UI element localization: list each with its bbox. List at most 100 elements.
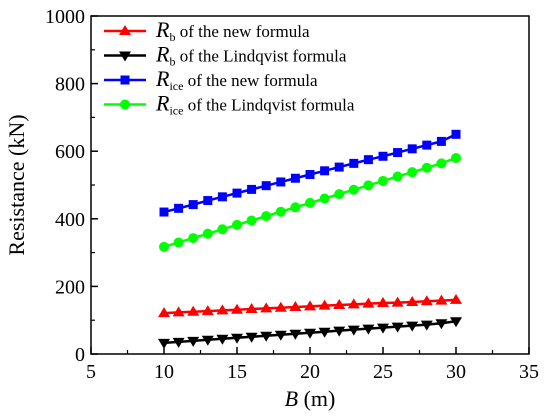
legend-subscript: ice xyxy=(169,79,183,93)
legend-subscript: b xyxy=(169,30,175,44)
data-point xyxy=(450,317,462,328)
data-point xyxy=(420,320,433,331)
data-point xyxy=(232,219,242,230)
data-point xyxy=(420,295,433,306)
data-point xyxy=(158,338,170,349)
series-2 xyxy=(159,129,461,217)
x-tick-label: 20 xyxy=(300,361,320,383)
data-point xyxy=(319,193,330,204)
data-point xyxy=(407,144,417,154)
y-tick-label: 800 xyxy=(55,74,85,96)
data-point xyxy=(261,211,272,222)
data-point xyxy=(203,196,213,206)
data-point xyxy=(275,206,286,217)
data-point xyxy=(261,181,271,191)
data-point xyxy=(216,334,229,345)
data-point xyxy=(290,202,301,213)
data-point xyxy=(391,296,404,307)
data-point xyxy=(407,167,418,178)
y-axis-label: Resistance (kN) xyxy=(4,114,29,255)
legend-description: of the Lindqvist formula xyxy=(183,96,354,115)
y-tick-label: 0 xyxy=(75,344,85,366)
x-tick-label: 15 xyxy=(227,361,247,383)
data-point xyxy=(158,307,170,318)
legend-item: Rice of the Lindqvist formula xyxy=(104,91,355,118)
data-point xyxy=(188,233,199,244)
legend-symbol: R xyxy=(155,17,170,42)
data-point xyxy=(435,319,448,330)
data-point xyxy=(174,203,184,213)
data-point xyxy=(450,293,462,304)
series-1 xyxy=(158,317,462,349)
data-point xyxy=(290,173,300,183)
data-point xyxy=(451,152,461,163)
data-point xyxy=(349,158,359,168)
data-point xyxy=(393,148,403,158)
data-point xyxy=(216,304,229,315)
x-tick-label: 10 xyxy=(154,361,174,383)
data-point xyxy=(247,184,257,194)
data-point xyxy=(378,175,388,186)
data-point xyxy=(333,298,346,309)
legend-symbol: R xyxy=(155,91,170,116)
data-point xyxy=(377,296,389,307)
data-point xyxy=(436,136,446,146)
data-point xyxy=(348,184,359,195)
data-point xyxy=(435,294,448,305)
legend-item: Rice of the new formula xyxy=(104,66,318,93)
data-point xyxy=(246,215,257,226)
data-point xyxy=(318,299,331,310)
legend-marker xyxy=(120,99,130,110)
y-tick-label: 200 xyxy=(55,276,85,298)
axis-ticks xyxy=(90,15,530,355)
data-point xyxy=(274,301,287,312)
data-point xyxy=(304,300,316,311)
data-point xyxy=(305,170,315,180)
data-point xyxy=(318,327,331,338)
x-axis-variable: B xyxy=(285,386,298,411)
legend-description: of the new formula xyxy=(175,22,310,41)
data-point xyxy=(202,228,213,239)
legend-symbol: R xyxy=(155,42,170,67)
legend-description: of the Lindqvist formula xyxy=(175,47,346,66)
data-point xyxy=(320,166,330,176)
x-tick-label: 5 xyxy=(86,361,96,383)
data-point xyxy=(363,155,373,165)
data-point xyxy=(362,324,375,335)
data-point xyxy=(422,140,432,150)
series-layer xyxy=(158,129,462,349)
x-tick-label: 25 xyxy=(373,361,393,383)
data-point xyxy=(289,301,302,312)
legend-subscript: ice xyxy=(169,104,183,118)
data-point xyxy=(333,326,346,337)
legend-marker xyxy=(119,25,131,35)
data-point xyxy=(421,162,432,173)
data-point xyxy=(231,303,243,314)
data-point xyxy=(377,323,389,334)
data-point xyxy=(363,180,374,191)
data-point xyxy=(334,162,344,172)
axis-tick-labels: 0 200 400 600 800 1000 5 10 15 20 25 30 35 xyxy=(45,6,539,383)
data-point xyxy=(347,325,360,336)
x-tick-label: 30 xyxy=(446,361,466,383)
data-point xyxy=(334,189,345,200)
data-point xyxy=(188,200,198,210)
x-tick-label: 35 xyxy=(519,361,539,383)
data-point xyxy=(304,328,316,339)
y-tick-label: 1000 xyxy=(45,6,85,28)
data-point xyxy=(274,330,287,341)
data-point xyxy=(289,329,302,340)
data-point xyxy=(347,298,360,309)
x-axis-unit: (m) xyxy=(298,386,335,411)
legend-label: Rb of the Lindqvist formula xyxy=(155,42,347,69)
x-axis-label: B (m) xyxy=(285,386,336,411)
data-point xyxy=(305,197,315,208)
legend-marker xyxy=(119,51,131,62)
data-point xyxy=(201,335,214,346)
y-tick-label: 600 xyxy=(55,141,85,163)
data-point xyxy=(245,303,258,314)
data-point xyxy=(451,129,461,139)
data-point xyxy=(172,306,185,317)
